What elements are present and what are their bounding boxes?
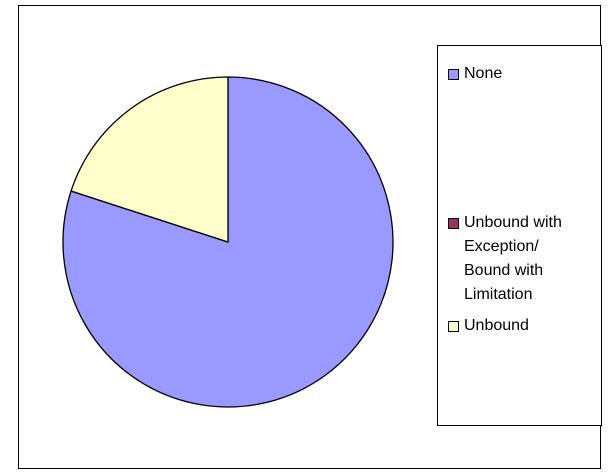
legend-entry: Unbound with Exception/ Bound with Limit… (446, 211, 596, 307)
legend-entry: Unbound (446, 314, 596, 338)
legend-entry: None (446, 62, 596, 86)
pie-chart (0, 0, 430, 475)
page: None Unbound with Exception/ Bound with L… (0, 0, 610, 475)
legend: None Unbound with Exception/ Bound with L… (437, 45, 602, 426)
legend-swatch (448, 321, 459, 332)
legend-label: None (464, 62, 574, 86)
legend-swatch (448, 218, 459, 229)
legend-label: Unbound with Exception/ Bound with Limit… (464, 211, 574, 307)
legend-label: Unbound (464, 314, 574, 338)
legend-swatch (448, 69, 459, 80)
